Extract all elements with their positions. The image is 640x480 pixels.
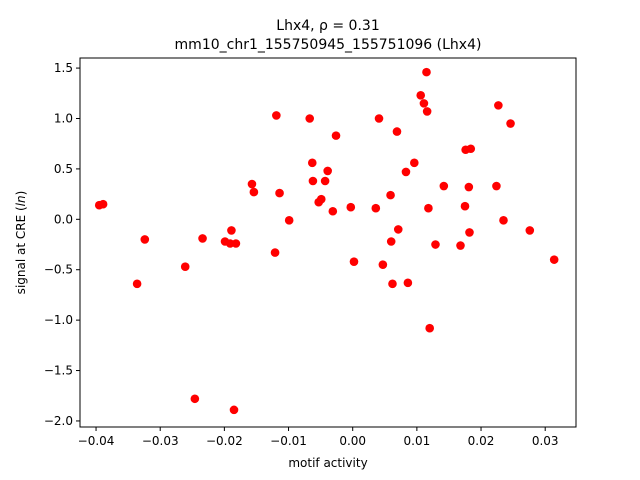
data-point [180, 262, 190, 271]
data-point [227, 226, 236, 235]
data-point [419, 99, 429, 108]
data-point [272, 111, 281, 120]
data-point [346, 202, 356, 212]
data-point [323, 166, 332, 176]
y-tick-label: 0.0 [54, 212, 73, 226]
data-point [392, 127, 402, 136]
x-tick-label: 0.00 [339, 434, 366, 448]
data-point [464, 182, 474, 192]
x-tick-label: 0.03 [532, 434, 559, 448]
x-tick-label: −0.04 [78, 434, 115, 448]
data-point [393, 225, 403, 234]
data-point [374, 114, 384, 123]
data-point [422, 67, 431, 77]
x-tick-label: −0.01 [270, 434, 307, 448]
y-tick-label: 1.0 [54, 111, 73, 125]
y-tick-label: 0.5 [54, 162, 73, 176]
data-point [284, 216, 294, 225]
data-point [98, 199, 108, 209]
x-tick-label: 0.02 [468, 434, 495, 448]
y-tick-label: −2.0 [44, 414, 73, 428]
data-point [466, 144, 476, 154]
y-axis-label: signal at CRE (ln) [14, 191, 28, 295]
data-point [401, 167, 411, 177]
plot-frame [79, 57, 577, 428]
data-point [386, 237, 396, 246]
data-point [378, 260, 388, 269]
x-tick-label: −0.03 [142, 434, 179, 448]
data-point [190, 394, 200, 404]
data-point [431, 240, 440, 249]
data-point [307, 158, 317, 168]
data-point [275, 188, 284, 198]
data-point [525, 226, 535, 235]
data-point [425, 323, 435, 333]
chart-title-line-1: Lhx4, ρ = 0.31 [276, 18, 379, 34]
data-point [231, 239, 241, 248]
y-tick-label: −1.5 [44, 364, 73, 378]
data-point [422, 107, 432, 116]
data-point [424, 203, 433, 213]
data-points [94, 67, 559, 415]
data-point [388, 279, 397, 289]
data-point [386, 190, 395, 200]
data-point [249, 187, 259, 197]
data-point [465, 228, 474, 237]
data-point [456, 241, 465, 250]
data-point [308, 176, 318, 186]
data-point [460, 201, 470, 211]
data-point [410, 158, 419, 168]
axis-ticks: −0.04 −0.03 −0.02 −0.01 0.00 0.01 0.02 0.03 −2.0… [44, 61, 559, 448]
data-point [320, 176, 330, 186]
data-point [416, 91, 426, 100]
data-point [198, 234, 207, 243]
y-tick-label: 1.5 [54, 61, 73, 75]
data-point [331, 131, 341, 140]
data-point [270, 248, 280, 257]
data-point [349, 257, 359, 266]
data-point [549, 255, 559, 264]
y-tick-label: −0.5 [44, 263, 73, 277]
data-point [132, 279, 142, 289]
data-point [140, 235, 150, 244]
x-tick-label: 0.01 [404, 434, 431, 448]
y-tick-label: −1.0 [44, 313, 73, 327]
chart-title-line-2: mm10_chr1_155750945_155751096 (Lhx4) [175, 37, 482, 53]
data-point [494, 101, 503, 110]
data-point [316, 194, 326, 204]
data-point [492, 181, 501, 191]
x-axis-label: motif activity [288, 456, 367, 470]
data-point [229, 405, 239, 415]
data-point [328, 206, 338, 216]
data-point [305, 114, 315, 123]
data-point [506, 119, 515, 128]
data-point [371, 203, 381, 213]
data-point [439, 181, 449, 191]
data-point [499, 216, 508, 225]
x-tick-label: −0.02 [206, 434, 243, 448]
data-point [403, 278, 413, 288]
data-point [247, 179, 257, 189]
